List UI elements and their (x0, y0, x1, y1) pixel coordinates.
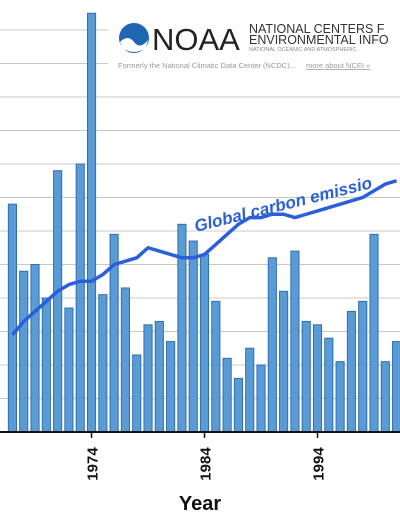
annotation: Global carbon emissio (192, 173, 374, 236)
logo-text: NOAA (152, 22, 240, 57)
bar (166, 341, 176, 433)
bar (154, 320, 164, 433)
bar (86, 12, 97, 433)
x-tick-label: 1984 (198, 447, 215, 481)
bar (358, 300, 368, 433)
bar (64, 307, 74, 433)
banner-link[interactable]: more about NCEI » (306, 61, 370, 70)
bar (335, 361, 345, 433)
x-tick-label: 1974 (85, 447, 102, 481)
bar (369, 233, 379, 433)
bar (98, 294, 108, 433)
bar (188, 240, 198, 433)
bar (75, 163, 85, 433)
bar (7, 203, 17, 433)
banner-line: NATIONAL OCEANIC AND ATMOSPHERIC (249, 47, 356, 53)
bar (301, 320, 311, 433)
plot: 1974 1984 1994 (0, 12, 400, 481)
bar (211, 300, 221, 433)
x-axis-label: Year (179, 493, 221, 515)
bar (30, 264, 40, 433)
bar (120, 287, 130, 433)
bar (199, 253, 210, 433)
bar (256, 364, 266, 433)
banner: NOAA NATIONAL CENTERS F ENVIRONMENTAL IN… (108, 14, 400, 76)
bar (53, 170, 63, 433)
bar (143, 324, 153, 433)
banner-note: Formerly the National Climatic Data Cent… (118, 61, 296, 70)
bar (267, 257, 277, 433)
logo-wave (120, 38, 148, 52)
bar (132, 354, 142, 433)
bar (392, 341, 400, 433)
bar (290, 250, 300, 433)
bar (233, 377, 243, 433)
bar (380, 361, 390, 433)
bar (19, 270, 29, 433)
line (11, 179, 398, 336)
bar (346, 310, 356, 433)
x-tick-label: 1994 (311, 447, 328, 481)
bar (279, 290, 289, 433)
banner-line: ENVIRONMENTAL INFO (249, 33, 389, 47)
bar (312, 324, 323, 433)
bar (324, 337, 334, 433)
banner-bg (108, 14, 400, 76)
bar (245, 347, 255, 433)
bar (222, 357, 232, 433)
bar (41, 297, 51, 433)
banner-line: NATIONAL CENTERS F (249, 22, 385, 36)
